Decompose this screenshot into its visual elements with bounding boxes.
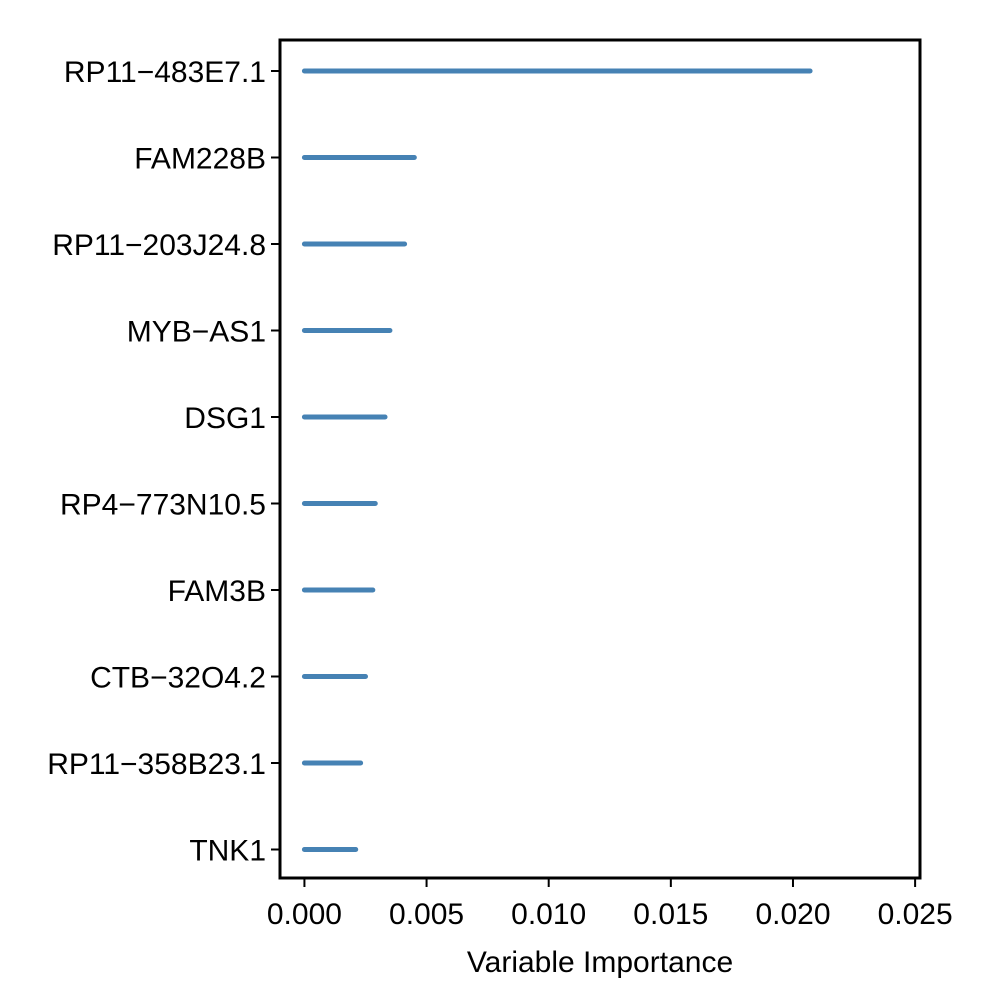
y-tick-label: CTB−32O4.2 <box>90 662 266 695</box>
y-tick-label: RP4−773N10.5 <box>60 489 266 522</box>
y-tick-label: RP11−358B23.1 <box>47 748 266 781</box>
y-tick-label: TNK1 <box>189 835 266 868</box>
x-tick-label: 0.005 <box>389 898 464 931</box>
y-tick-label: FAM3B <box>168 575 266 608</box>
y-tick-label: RP11−483E7.1 <box>64 56 266 89</box>
y-tick-label: FAM228B <box>134 143 266 176</box>
plot-frame <box>278 38 922 880</box>
x-tick-label: 0.015 <box>633 898 708 931</box>
x-tick-label: 0.010 <box>511 898 586 931</box>
axes-layer: RP11−483E7.1 FAM228B RP11−203J24.8 MYB−AS1 D… <box>47 56 952 931</box>
y-tick-label: RP11−203J24.8 <box>52 229 266 262</box>
x-tick-label: 0.020 <box>755 898 830 931</box>
bars-layer <box>301 68 813 852</box>
x-tick-label: 0.025 <box>878 898 953 931</box>
x-tick-label: 0.000 <box>267 898 342 931</box>
y-tick-label: DSG1 <box>184 402 266 435</box>
y-tick-label: MYB−AS1 <box>127 316 266 349</box>
x-axis-title: Variable Importance <box>467 946 733 979</box>
